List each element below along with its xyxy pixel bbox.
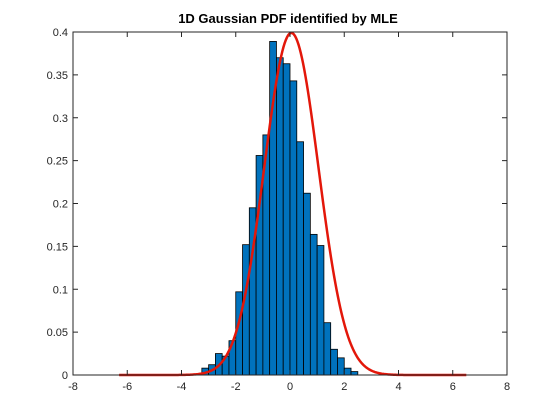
y-tick-label: 0.4 bbox=[53, 27, 68, 39]
y-tick-label: 0.05 bbox=[47, 327, 68, 339]
x-tick-label: 4 bbox=[395, 381, 401, 393]
y-tick-label: 0.35 bbox=[47, 70, 68, 82]
x-tick-label: -6 bbox=[122, 381, 132, 393]
x-tick-label: -2 bbox=[231, 381, 241, 393]
y-tick-label: 0 bbox=[62, 370, 68, 382]
y-tick-label: 0.25 bbox=[47, 156, 68, 168]
histogram-bar bbox=[309, 233, 318, 376]
histogram-bar bbox=[296, 141, 304, 376]
x-tick-label: 6 bbox=[450, 381, 456, 393]
histogram-bar bbox=[350, 371, 359, 376]
chart-title: 1D Gaussian PDF identified by MLE bbox=[178, 11, 398, 26]
x-tick-label: 8 bbox=[504, 381, 510, 393]
histogram-bar bbox=[282, 63, 291, 376]
x-tick-label: 2 bbox=[341, 381, 347, 393]
histogram-bar bbox=[316, 245, 325, 376]
x-tick-label: -4 bbox=[177, 381, 187, 393]
x-axis: -8 -6 -4 -2 0 2 4 6 8 bbox=[68, 32, 510, 393]
histogram-bars bbox=[201, 41, 359, 376]
histogram-bar bbox=[343, 367, 352, 376]
histogram-bar bbox=[323, 322, 332, 376]
histogram-bar bbox=[303, 192, 311, 376]
histogram-bar bbox=[337, 357, 345, 376]
x-tick-label: -8 bbox=[68, 381, 78, 393]
histogram-bar bbox=[330, 348, 338, 376]
y-tick-label: 0.2 bbox=[53, 199, 68, 211]
histogram-bar bbox=[276, 57, 284, 376]
y-axis: 0 0.05 0.1 0.15 0.2 0.25 0.3 0.35 0.4 bbox=[47, 27, 507, 382]
histogram-bar bbox=[289, 80, 298, 376]
y-tick-label: 0.1 bbox=[53, 284, 68, 296]
y-tick-label: 0.15 bbox=[47, 241, 68, 253]
histogram-bar bbox=[242, 244, 250, 376]
y-tick-label: 0.3 bbox=[53, 113, 68, 125]
x-tick-label: 0 bbox=[287, 381, 293, 393]
